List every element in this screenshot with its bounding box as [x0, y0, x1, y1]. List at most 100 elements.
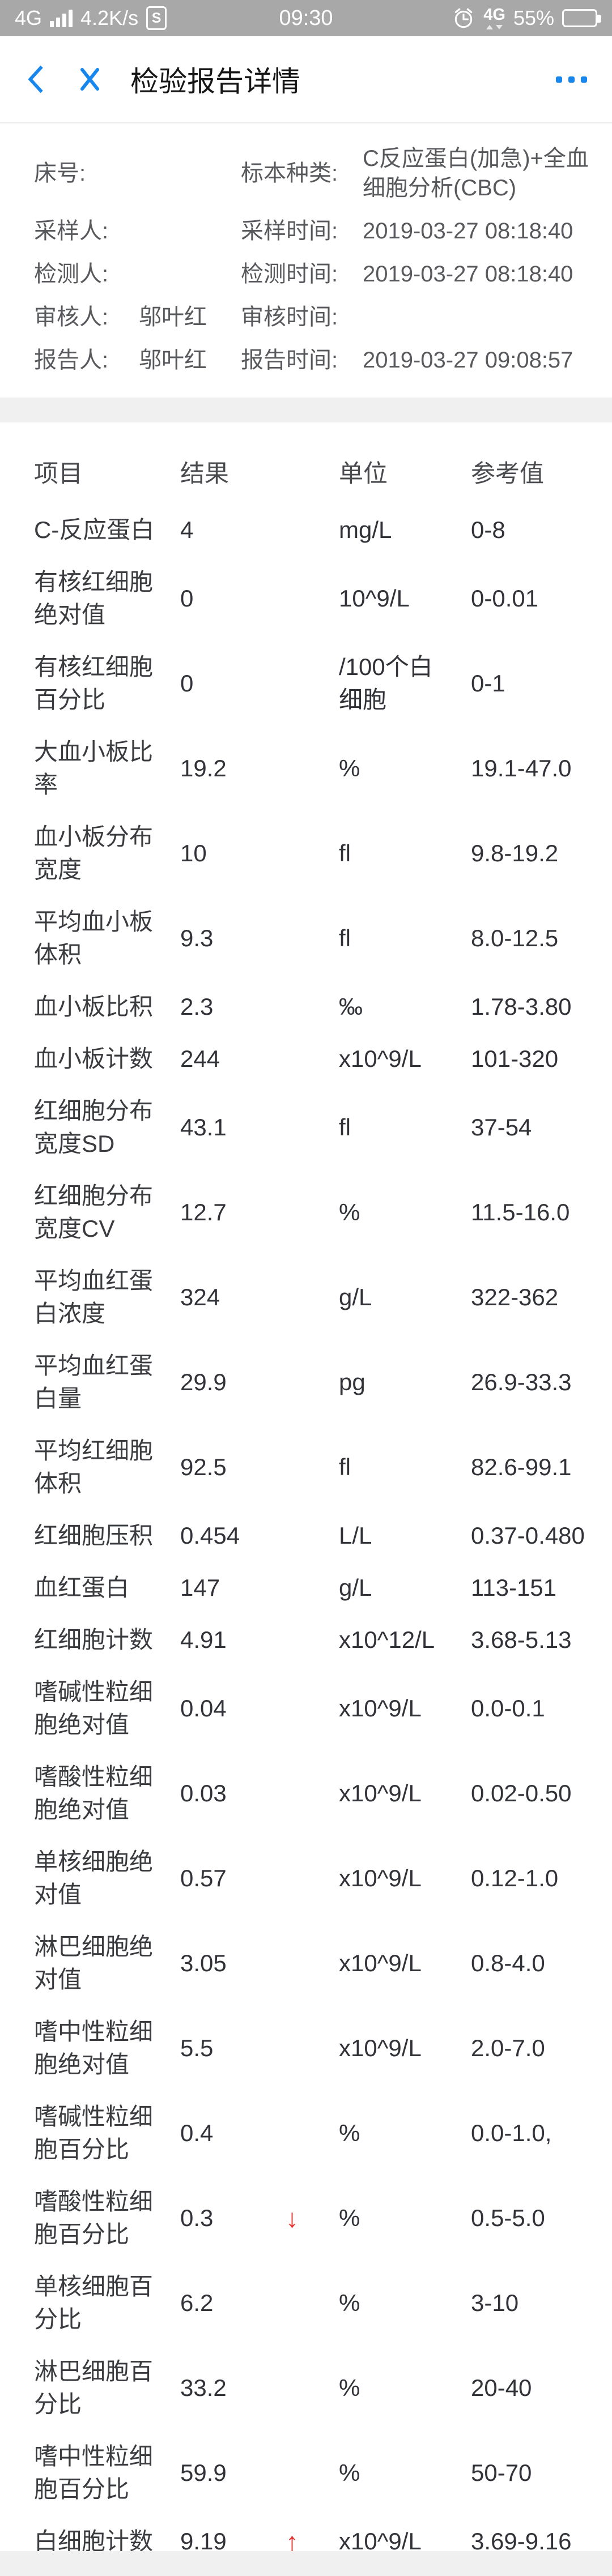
- reference-range: 37-54: [471, 1114, 532, 1140]
- unit-label: x10^12/L: [339, 1626, 435, 1653]
- result-value: 92.5: [180, 1454, 227, 1480]
- more-dots-icon: [556, 76, 562, 83]
- item-name: 平均血小板体积: [34, 908, 154, 968]
- table-row: C-反应蛋白 4 mg/L 0-8: [34, 504, 606, 556]
- unit-label: mg/L: [339, 516, 392, 543]
- unit-label: %: [339, 2374, 360, 2401]
- table-row: 红细胞分布宽度CV 12.7 % 11.5-16.0: [34, 1170, 606, 1255]
- unit-label: x10^9/L: [339, 1045, 422, 1072]
- result-value: 4.91: [180, 1626, 227, 1653]
- table-row: 嗜酸性粒细胞百分比 0.3 ↓ % 0.5-5.0: [34, 2176, 606, 2261]
- reference-range: 0.37-0.480: [471, 1522, 585, 1549]
- info-row-bed: 床号: 标本种类: C反应蛋白(加急)+全血细胞分析(CBC): [34, 137, 595, 210]
- unit-label: pg: [339, 1369, 366, 1395]
- status-bar: 4G 4.2K/s S 09:30 4G 55%: [0, 0, 612, 36]
- unit-label: L/L: [339, 1522, 372, 1549]
- table-row: 嗜中性粒细胞绝对值 5.5 x10^9/L 2.0-7.0: [34, 2006, 606, 2091]
- status-bar-right: 4G 55%: [452, 6, 601, 30]
- unit-label: %: [339, 2459, 360, 2486]
- data-arrows-icon: [486, 25, 503, 29]
- reporter-value: 邬叶红: [139, 348, 207, 373]
- item-name: 嗜碱性粒细胞绝对值: [34, 1678, 154, 1738]
- item-name: 嗜酸性粒细胞百分比: [34, 2188, 154, 2248]
- result-value: 4: [180, 516, 194, 543]
- network-type-label: 4G: [15, 6, 42, 29]
- sampling-time-label: 采样时间:: [241, 219, 338, 243]
- result-value: 0: [180, 585, 194, 612]
- item-name: 平均血红蛋白量: [34, 1352, 154, 1412]
- result-value: 244: [180, 1045, 220, 1072]
- result-value: 0.03: [180, 1780, 227, 1806]
- unit-label: x10^9/L: [339, 1780, 422, 1806]
- reviewer-label: 审核人:: [34, 305, 109, 330]
- info-row-report: 报告人: 邬叶红 报告时间: 2019-03-27 09:08:57: [34, 339, 595, 382]
- unit-label: g/L: [339, 1284, 372, 1310]
- back-button[interactable]: [25, 63, 48, 96]
- header-unit: 单位: [339, 460, 388, 488]
- unit-label: x10^9/L: [339, 1695, 422, 1721]
- specimen-type-label: 标本种类:: [241, 161, 338, 186]
- item-name: 红细胞计数: [34, 1626, 154, 1653]
- header-flag-spacer: [282, 454, 339, 489]
- unit-label: %: [339, 755, 360, 781]
- reference-range: 0.0-0.1: [471, 1695, 545, 1721]
- item-name: 单核细胞绝对值: [34, 1848, 154, 1908]
- table-row: 血小板比积 2.3 ‰ 1.78-3.80: [34, 981, 606, 1033]
- item-name: 红细胞压积: [34, 1522, 154, 1549]
- tester-label: 检测人:: [34, 262, 109, 287]
- abnormal-flag-icon: ↓: [286, 2203, 299, 2233]
- item-name: 平均血红蛋白浓度: [34, 1267, 154, 1327]
- close-button[interactable]: [77, 65, 102, 93]
- item-name: 血小板计数: [34, 1045, 154, 1072]
- unit-label: fl: [339, 925, 351, 951]
- next-section-divider: [0, 2551, 612, 2576]
- reference-range: 2.0-7.0: [471, 2035, 545, 2061]
- result-value: 10: [180, 840, 207, 866]
- table-row: 嗜碱性粒细胞百分比 0.4 % 0.0-1.0,: [34, 2091, 606, 2176]
- result-value: 33.2: [180, 2374, 227, 2401]
- unit-label: ‰: [339, 993, 363, 1020]
- table-row: 平均红细胞体积 92.5 fl 82.6-99.1: [34, 1425, 606, 1510]
- battery-icon: [562, 9, 601, 27]
- item-name: 血红蛋白: [34, 1574, 130, 1601]
- table-row: 淋巴细胞绝对值 3.05 x10^9/L 0.8-4.0: [34, 1921, 606, 2006]
- unit-label: x10^9/L: [339, 1950, 422, 1976]
- status-bar-left: 4G 4.2K/s S: [15, 6, 167, 30]
- unit-label: 10^9/L: [339, 585, 410, 612]
- unit-label: g/L: [339, 1574, 372, 1601]
- reference-range: 19.1-47.0: [471, 755, 572, 781]
- reference-range: 82.6-99.1: [471, 1454, 572, 1480]
- table-row: 平均血红蛋白浓度 324 g/L 322-362: [34, 1255, 606, 1340]
- reference-range: 0.12-1.0: [471, 1865, 559, 1891]
- result-value: 29.9: [180, 1369, 227, 1395]
- reference-range: 0.5-5.0: [471, 2205, 545, 2231]
- battery-percent-label: 55%: [513, 6, 554, 29]
- unit-label: x10^9/L: [339, 2528, 422, 2554]
- result-value: 43.1: [180, 1114, 227, 1140]
- reference-range: 0-1: [471, 670, 505, 697]
- item-name: 淋巴细胞绝对值: [34, 1933, 154, 1993]
- table-row: 嗜酸性粒细胞绝对值 0.03 x10^9/L 0.02-0.50: [34, 1751, 606, 1836]
- table-row: 单核细胞绝对值 0.57 x10^9/L 0.12-1.0: [34, 1836, 606, 1921]
- reference-range: 3-10: [471, 2289, 519, 2316]
- reference-range: 26.9-33.3: [471, 1369, 572, 1395]
- result-value: 9.3: [180, 925, 214, 951]
- result-value: 9.19: [180, 2528, 227, 2554]
- unit-label: %: [339, 2120, 360, 2146]
- reference-range: 8.0-12.5: [471, 925, 559, 951]
- unit-label: /100个白细胞: [339, 653, 433, 713]
- info-row-sampling: 采样人: 采样时间: 2019-03-27 08:18:40: [34, 210, 595, 253]
- item-name: 有核红细胞百分比: [34, 653, 154, 713]
- unit-label: %: [339, 1199, 360, 1225]
- item-name: 血小板分布宽度: [34, 823, 154, 883]
- more-menu-button[interactable]: [556, 76, 587, 83]
- unit-label: %: [339, 2289, 360, 2316]
- item-name: 红细胞分布宽度CV: [34, 1182, 154, 1242]
- table-row: 平均血小板体积 9.3 fl 8.0-12.5: [34, 896, 606, 981]
- report-info-section: 床号: 标本种类: C反应蛋白(加急)+全血细胞分析(CBC) 采样人: 采样时…: [0, 123, 612, 398]
- header-reference: 参考值: [471, 460, 544, 488]
- table-row: 平均血红蛋白量 29.9 pg 26.9-33.3: [34, 1340, 606, 1425]
- result-value: 59.9: [180, 2459, 227, 2486]
- reference-range: 322-362: [471, 1284, 559, 1310]
